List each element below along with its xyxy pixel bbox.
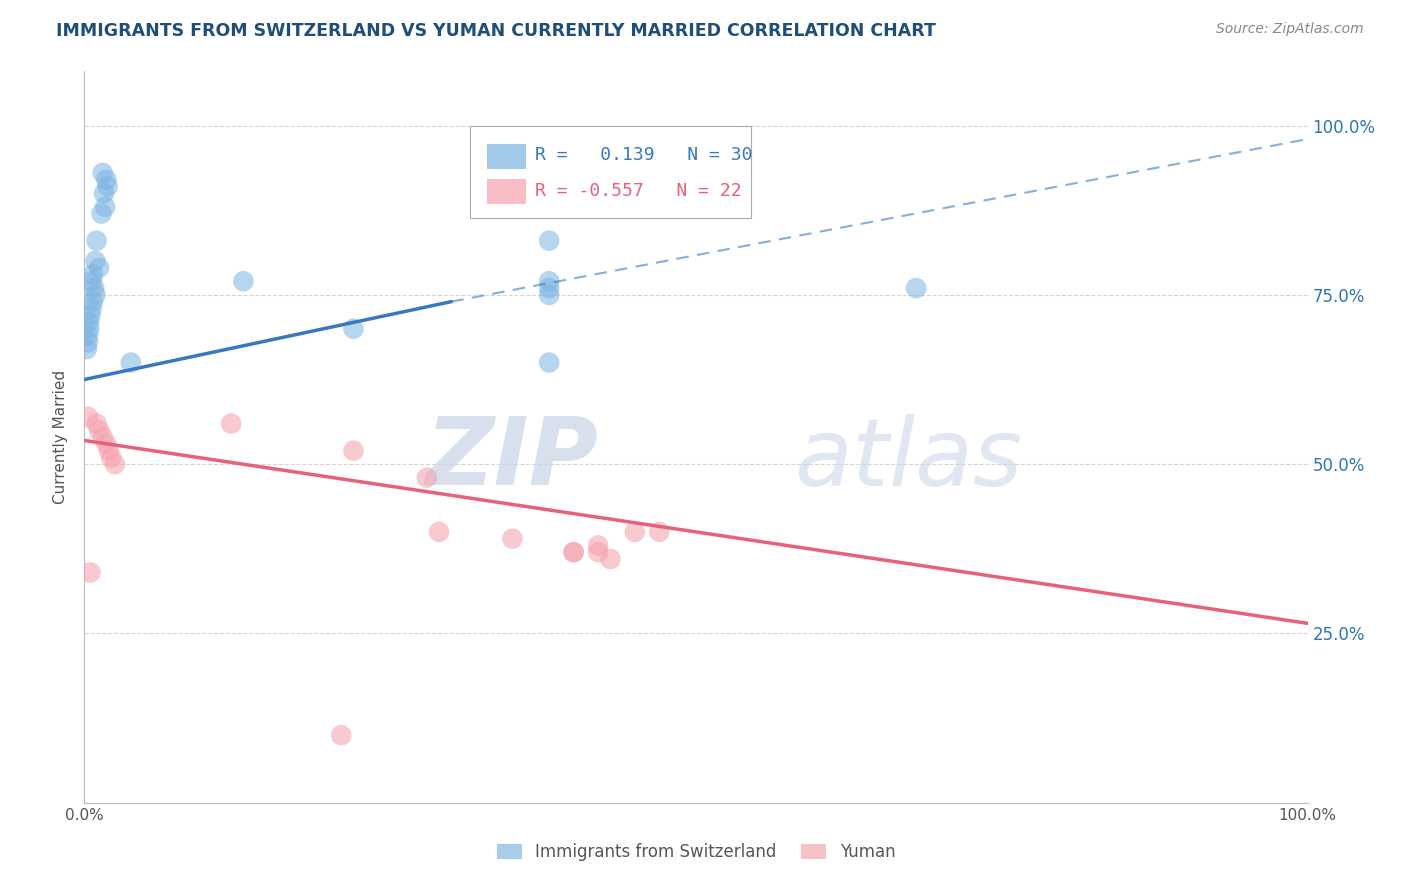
Point — [90, 206, 112, 220]
Point — [97, 179, 120, 194]
FancyBboxPatch shape — [470, 126, 751, 218]
Point — [648, 524, 671, 539]
Point — [86, 234, 108, 248]
Y-axis label: Currently Married: Currently Married — [53, 370, 69, 504]
Text: Source: ZipAtlas.com: Source: ZipAtlas.com — [1216, 22, 1364, 37]
Point — [100, 450, 122, 465]
Point — [562, 545, 585, 559]
Point — [905, 281, 928, 295]
Point — [96, 172, 118, 186]
Point — [96, 437, 118, 451]
Point — [80, 274, 103, 288]
Point — [84, 254, 107, 268]
Point — [91, 166, 114, 180]
Point — [104, 457, 127, 471]
FancyBboxPatch shape — [486, 144, 526, 169]
Point — [624, 524, 647, 539]
Point — [77, 322, 100, 336]
Point — [427, 524, 450, 539]
Text: atlas: atlas — [794, 414, 1022, 505]
Point — [77, 409, 100, 424]
Text: R = -0.557   N = 22: R = -0.557 N = 22 — [534, 182, 741, 200]
Point — [80, 301, 103, 316]
Point — [342, 443, 364, 458]
Point — [586, 545, 609, 559]
FancyBboxPatch shape — [486, 179, 526, 203]
Point — [538, 288, 561, 302]
Point — [416, 471, 439, 485]
Point — [538, 274, 561, 288]
Point — [599, 552, 621, 566]
Point — [562, 545, 585, 559]
Point — [82, 294, 104, 309]
Point — [232, 274, 254, 288]
Text: R =   0.139   N = 30: R = 0.139 N = 30 — [534, 146, 752, 164]
Point — [76, 342, 98, 356]
Point — [77, 335, 100, 350]
Point — [86, 417, 108, 431]
Point — [342, 322, 364, 336]
Point — [84, 288, 107, 302]
Point — [219, 417, 242, 431]
Point — [91, 430, 114, 444]
Point — [97, 443, 120, 458]
Point — [538, 355, 561, 369]
Point — [586, 538, 609, 552]
Point — [330, 728, 353, 742]
Point — [502, 532, 524, 546]
Point — [538, 234, 561, 248]
Point — [79, 566, 101, 580]
Text: IMMIGRANTS FROM SWITZERLAND VS YUMAN CURRENTLY MARRIED CORRELATION CHART: IMMIGRANTS FROM SWITZERLAND VS YUMAN CUR… — [56, 22, 936, 40]
Point — [77, 315, 100, 329]
Point — [77, 328, 100, 343]
Point — [120, 355, 142, 369]
Point — [93, 186, 115, 201]
Point — [87, 260, 110, 275]
Legend: Immigrants from Switzerland, Yuman: Immigrants from Switzerland, Yuman — [489, 837, 903, 868]
Point — [538, 281, 561, 295]
Point — [94, 200, 117, 214]
Point — [79, 308, 101, 322]
Point — [87, 423, 110, 437]
Point — [83, 281, 105, 295]
Point — [82, 268, 104, 282]
Text: ZIP: ZIP — [425, 413, 598, 505]
